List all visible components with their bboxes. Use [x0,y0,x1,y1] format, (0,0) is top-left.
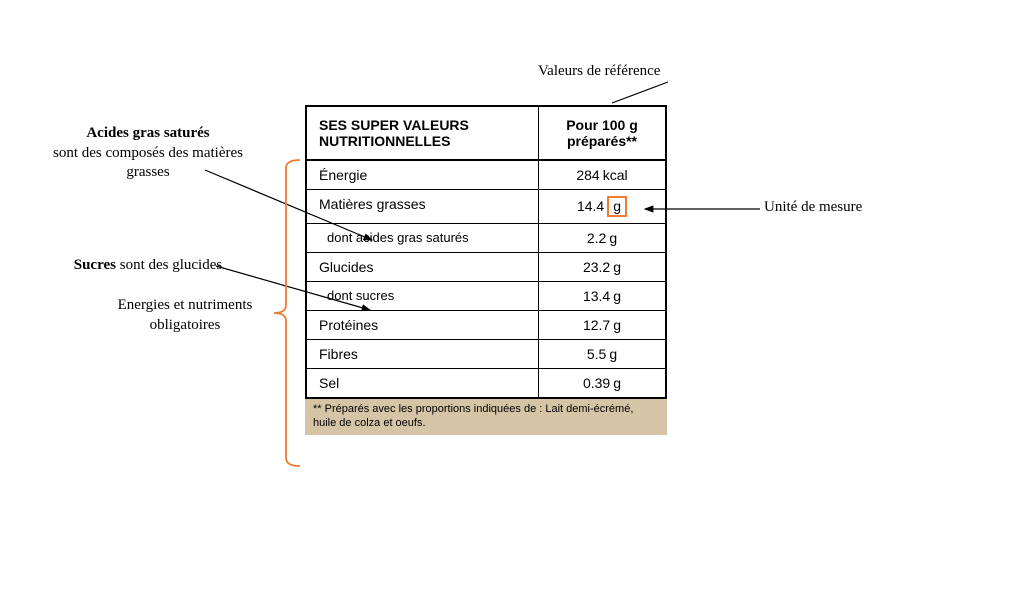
annotation-sucres: Sucres sont des glucides [38,256,258,276]
row-value: 13.4g [539,282,665,310]
annotation-acides-gras-rest: sont des composés des matières grasses [53,145,243,181]
row-name: Matières grasses [307,190,539,223]
row-value-number: 23.2 [583,259,610,275]
row-name: dont sucres [307,282,539,310]
row-value-number: 12.7 [583,317,610,333]
nutrition-header-value-l1: Pour 100 g [566,117,638,133]
table-row: Matières grasses14.4g [307,190,665,224]
row-value-number: 284 [576,167,599,183]
row-value-number: 0.39 [583,375,610,391]
row-value-unit: g [607,196,627,217]
table-row: Glucides23.2g [307,253,665,282]
nutrition-footnote-text: ** Préparés avec les proportions indiqué… [313,403,633,429]
annotation-acides-gras: Acides gras saturés sont des composés de… [38,124,258,183]
table-row: Énergie284kcal [307,161,665,190]
table-row: dont sucres13.4g [307,282,665,311]
nutrition-footnote: ** Préparés avec les proportions indiqué… [305,399,667,435]
row-value-unit: g [613,259,621,275]
row-value: 14.4g [539,190,665,223]
row-name: Glucides [307,253,539,281]
annotation-energies-text: Energies et nutriments obligatoires [118,297,253,333]
annotation-unite-mesure: Unité de mesure [764,198,944,218]
row-name: Fibres [307,340,539,368]
row-value-unit: g [609,230,617,246]
row-value: 2.2g [539,224,665,252]
nutrition-header-name: SES SUPER VALEURS NUTRITIONNELLES [307,107,539,159]
connector-line [612,82,668,103]
row-value-number: 14.4 [577,198,604,214]
row-name: Énergie [307,161,539,189]
nutrition-rows: Énergie284kcalMatières grasses14.4gdont … [307,161,665,397]
table-row: dont acides gras saturés2.2g [307,224,665,253]
row-value: 284kcal [539,161,665,189]
row-value-unit: g [609,346,617,362]
row-name: dont acides gras saturés [307,224,539,252]
row-value: 0.39g [539,369,665,397]
nutrition-table-header: SES SUPER VALEURS NUTRITIONNELLES Pour 1… [307,107,665,161]
annotation-valeurs-reference: Valeurs de référence [538,62,798,82]
row-value: 5.5g [539,340,665,368]
row-value-unit: g [613,375,621,391]
annotation-energies: Energies et nutriments obligatoires [90,296,280,335]
row-value-number: 5.5 [587,346,606,362]
row-value-unit: kcal [603,167,628,183]
annotation-unite-mesure-text: Unité de mesure [764,199,862,215]
row-value-number: 2.2 [587,230,606,246]
table-row: Sel0.39g [307,369,665,397]
nutrition-header-value: Pour 100 g préparés** [539,107,665,159]
nutrition-header-value-l2: préparés** [567,133,637,149]
row-name: Sel [307,369,539,397]
table-row: Fibres5.5g [307,340,665,369]
row-value-unit: g [613,317,621,333]
diagram-canvas: Valeurs de référence Unité de mesure Aci… [0,0,1024,592]
annotation-sucres-bold: Sucres [74,257,116,273]
row-value: 23.2g [539,253,665,281]
table-row: Protéines12.7g [307,311,665,340]
row-value: 12.7g [539,311,665,339]
annotation-valeurs-reference-text: Valeurs de référence [538,63,660,79]
annotation-sucres-rest: sont des glucides [116,257,222,273]
nutrition-table: SES SUPER VALEURS NUTRITIONNELLES Pour 1… [305,105,667,399]
annotation-acides-gras-bold: Acides gras saturés [86,125,209,141]
row-value-unit: g [613,288,621,304]
row-name: Protéines [307,311,539,339]
row-value-number: 13.4 [583,288,610,304]
